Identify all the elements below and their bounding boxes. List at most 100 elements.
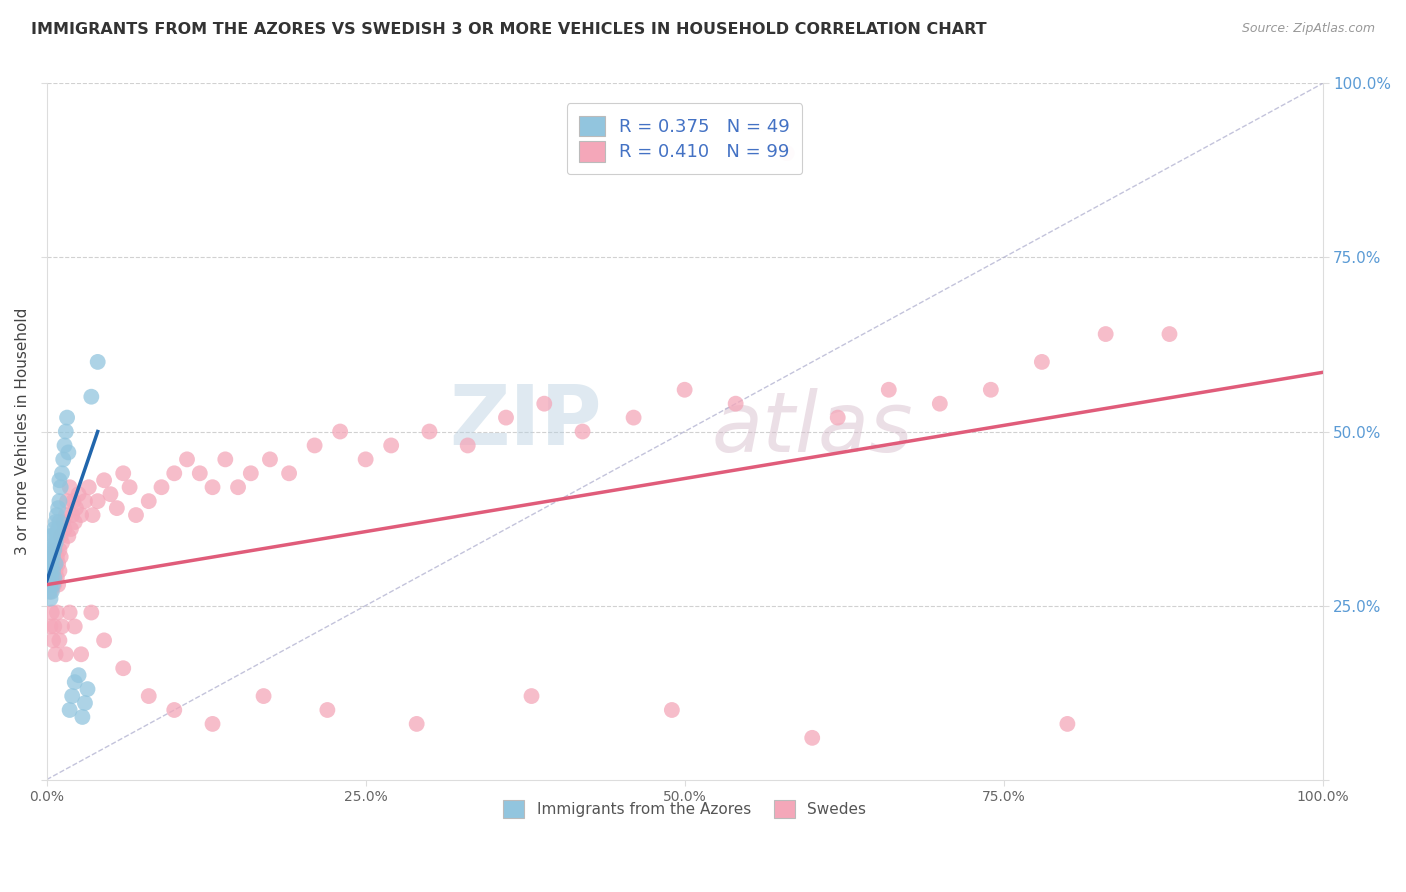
Point [55,648,77,662]
Point [44,557,66,571]
Point [55,425,77,439]
Point [59,703,82,717]
Point [48,633,70,648]
Point [59,480,82,494]
Legend: Immigrants from the Azores, Swedes: Immigrants from the Azores, Swedes [496,794,873,824]
Point [62,494,84,508]
Point [329,425,352,439]
Point [37,564,59,578]
Point [520,689,543,703]
Point [278,467,301,481]
Point [41,542,63,557]
Point [980,383,1002,397]
Point [661,703,683,717]
Point [60,508,83,522]
Point [67,668,90,682]
Point [63,619,86,633]
Point [42,549,65,564]
Point [38,571,60,585]
Point [44,577,66,591]
Point [44,619,66,633]
Point [46,501,69,516]
Point [59,606,82,620]
Point [188,467,211,481]
Point [48,515,70,529]
Point [1159,327,1181,342]
Point [73,494,96,508]
Text: Source: ZipAtlas.com: Source: ZipAtlas.com [1241,22,1375,36]
Point [418,425,440,439]
Point [46,522,69,536]
Point [59,522,82,536]
Point [150,480,173,494]
Point [45,571,67,585]
Point [42,549,65,564]
Point [77,480,100,494]
Point [39,619,62,633]
Text: IMMIGRANTS FROM THE AZORES VS SWEDISH 3 OR MORE VEHICLES IN HOUSEHOLD CORRELATIO: IMMIGRANTS FROM THE AZORES VS SWEDISH 3 … [31,22,987,37]
Point [46,577,69,591]
Point [112,661,135,675]
Point [39,529,62,543]
Point [80,606,103,620]
Point [63,515,86,529]
Point [49,480,72,494]
Point [214,452,236,467]
Point [52,515,75,529]
Point [380,438,402,452]
Point [201,480,224,494]
Point [45,529,67,543]
Point [45,606,67,620]
Point [457,438,479,452]
Point [405,717,427,731]
Point [55,508,77,522]
Point [39,591,62,606]
Point [44,542,66,557]
Point [53,522,76,536]
Point [354,452,377,467]
Point [41,557,63,571]
Point [105,501,128,516]
Point [48,473,70,487]
Point [45,549,67,564]
Point [51,467,73,481]
Point [201,717,224,731]
Point [125,508,148,522]
Point [163,703,186,717]
Point [38,542,60,557]
Point [1094,327,1116,342]
Point [42,571,65,585]
Point [65,501,87,516]
Point [226,480,249,494]
Y-axis label: 3 or more Vehicles in Household: 3 or more Vehicles in Household [15,308,30,555]
Point [48,542,70,557]
Point [38,584,60,599]
Text: ZIP: ZIP [449,381,602,461]
Point [45,557,67,571]
Point [48,494,70,508]
Point [63,675,86,690]
Point [38,577,60,591]
Point [45,515,67,529]
Point [38,557,60,571]
Point [51,536,73,550]
Point [100,487,122,501]
Point [45,648,67,662]
Point [776,146,799,161]
Point [673,383,696,397]
Point [51,619,73,633]
Point [41,571,63,585]
Point [39,577,62,591]
Point [41,606,63,620]
Point [76,682,98,697]
Point [1056,717,1078,731]
Point [60,689,83,703]
Point [138,494,160,508]
Point [44,522,66,536]
Point [252,689,274,703]
Point [37,549,59,564]
Point [928,397,950,411]
Point [49,529,72,543]
Point [49,549,72,564]
Point [93,633,115,648]
